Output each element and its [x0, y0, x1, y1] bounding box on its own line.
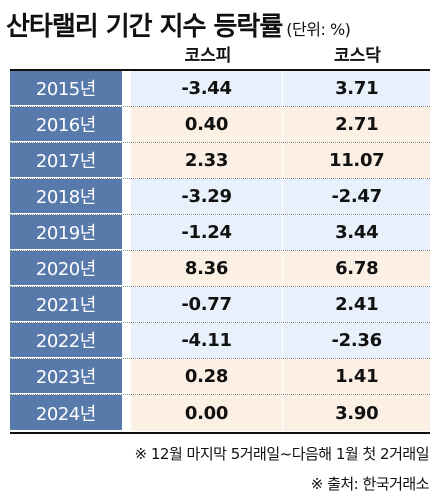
table-row: 2015년 -3.44 3.71 [10, 71, 431, 107]
column-header-kospi: 코스피 [184, 46, 232, 66]
kospi-cell: -3.29 [130, 179, 283, 214]
column-header-kosdaq: 코스닥 [334, 46, 381, 66]
kosdaq-cell: 11.07 [282, 143, 431, 178]
table-row: 2017년 2.33 11.07 [10, 143, 431, 179]
kospi-cell: 2.33 [130, 143, 283, 178]
year-cell: 2016년 [10, 107, 122, 142]
table-row: 2018년 -3.29 -2.47 [10, 179, 431, 215]
kospi-cell: -3.44 [130, 71, 283, 106]
year-cell: 2022년 [10, 323, 122, 358]
year-cell: 2019년 [10, 215, 122, 250]
year-cell: 2021년 [10, 287, 122, 322]
table-row: 2021년 -0.77 2.41 [10, 287, 431, 323]
table-title: 산타랠리 기간 지수 등락률 (단위: %) [6, 6, 351, 42]
kosdaq-cell: 3.71 [282, 71, 431, 106]
year-cell: 2018년 [10, 179, 122, 214]
table-row: 2020년 8.36 6.78 [10, 251, 431, 287]
table-row: 2019년 -1.24 3.44 [10, 215, 431, 251]
kosdaq-cell: 2.71 [282, 107, 431, 142]
kospi-cell: 0.40 [130, 107, 283, 142]
year-cell: 2017년 [10, 143, 122, 178]
table-row: 2024년 0.00 3.90 [10, 395, 431, 431]
kosdaq-cell: 1.41 [282, 359, 431, 394]
kosdaq-cell: 3.90 [282, 395, 431, 431]
year-cell: 2020년 [10, 251, 122, 286]
kosdaq-cell: 6.78 [282, 251, 431, 286]
returns-table: 2015년 -3.44 3.71 2016년 0.40 2.71 2017년 2… [10, 71, 431, 431]
table-row: 2016년 0.40 2.71 [10, 107, 431, 143]
kosdaq-cell: -2.36 [282, 323, 431, 358]
year-cell: 2023년 [10, 359, 122, 394]
kosdaq-cell: 3.44 [282, 215, 431, 250]
title-text: 산타랠리 기간 지수 등락률 [6, 12, 283, 42]
unit-label: (단위: %) [286, 20, 351, 39]
kospi-cell: 0.00 [130, 395, 283, 431]
kospi-cell: 8.36 [130, 251, 283, 286]
period-note: ※ 12월 마지막 5거래일~다음해 1월 첫 2거래일 [134, 445, 430, 463]
kosdaq-cell: 2.41 [282, 287, 431, 322]
table-top-rule [10, 69, 430, 71]
table-row: 2022년 -4.11 -2.36 [10, 323, 431, 359]
kosdaq-cell: -2.47 [282, 179, 431, 214]
table-row: 2023년 0.28 1.41 [10, 359, 431, 395]
year-cell: 2015년 [10, 71, 122, 106]
year-cell: 2024년 [10, 395, 122, 431]
kospi-cell: -0.77 [130, 287, 283, 322]
table-bottom-rule [10, 432, 430, 434]
kospi-cell: -4.11 [130, 323, 283, 358]
kospi-cell: 0.28 [130, 359, 283, 394]
source-note: ※ 출처: 한국거래소 [310, 475, 430, 493]
kospi-cell: -1.24 [130, 215, 283, 250]
